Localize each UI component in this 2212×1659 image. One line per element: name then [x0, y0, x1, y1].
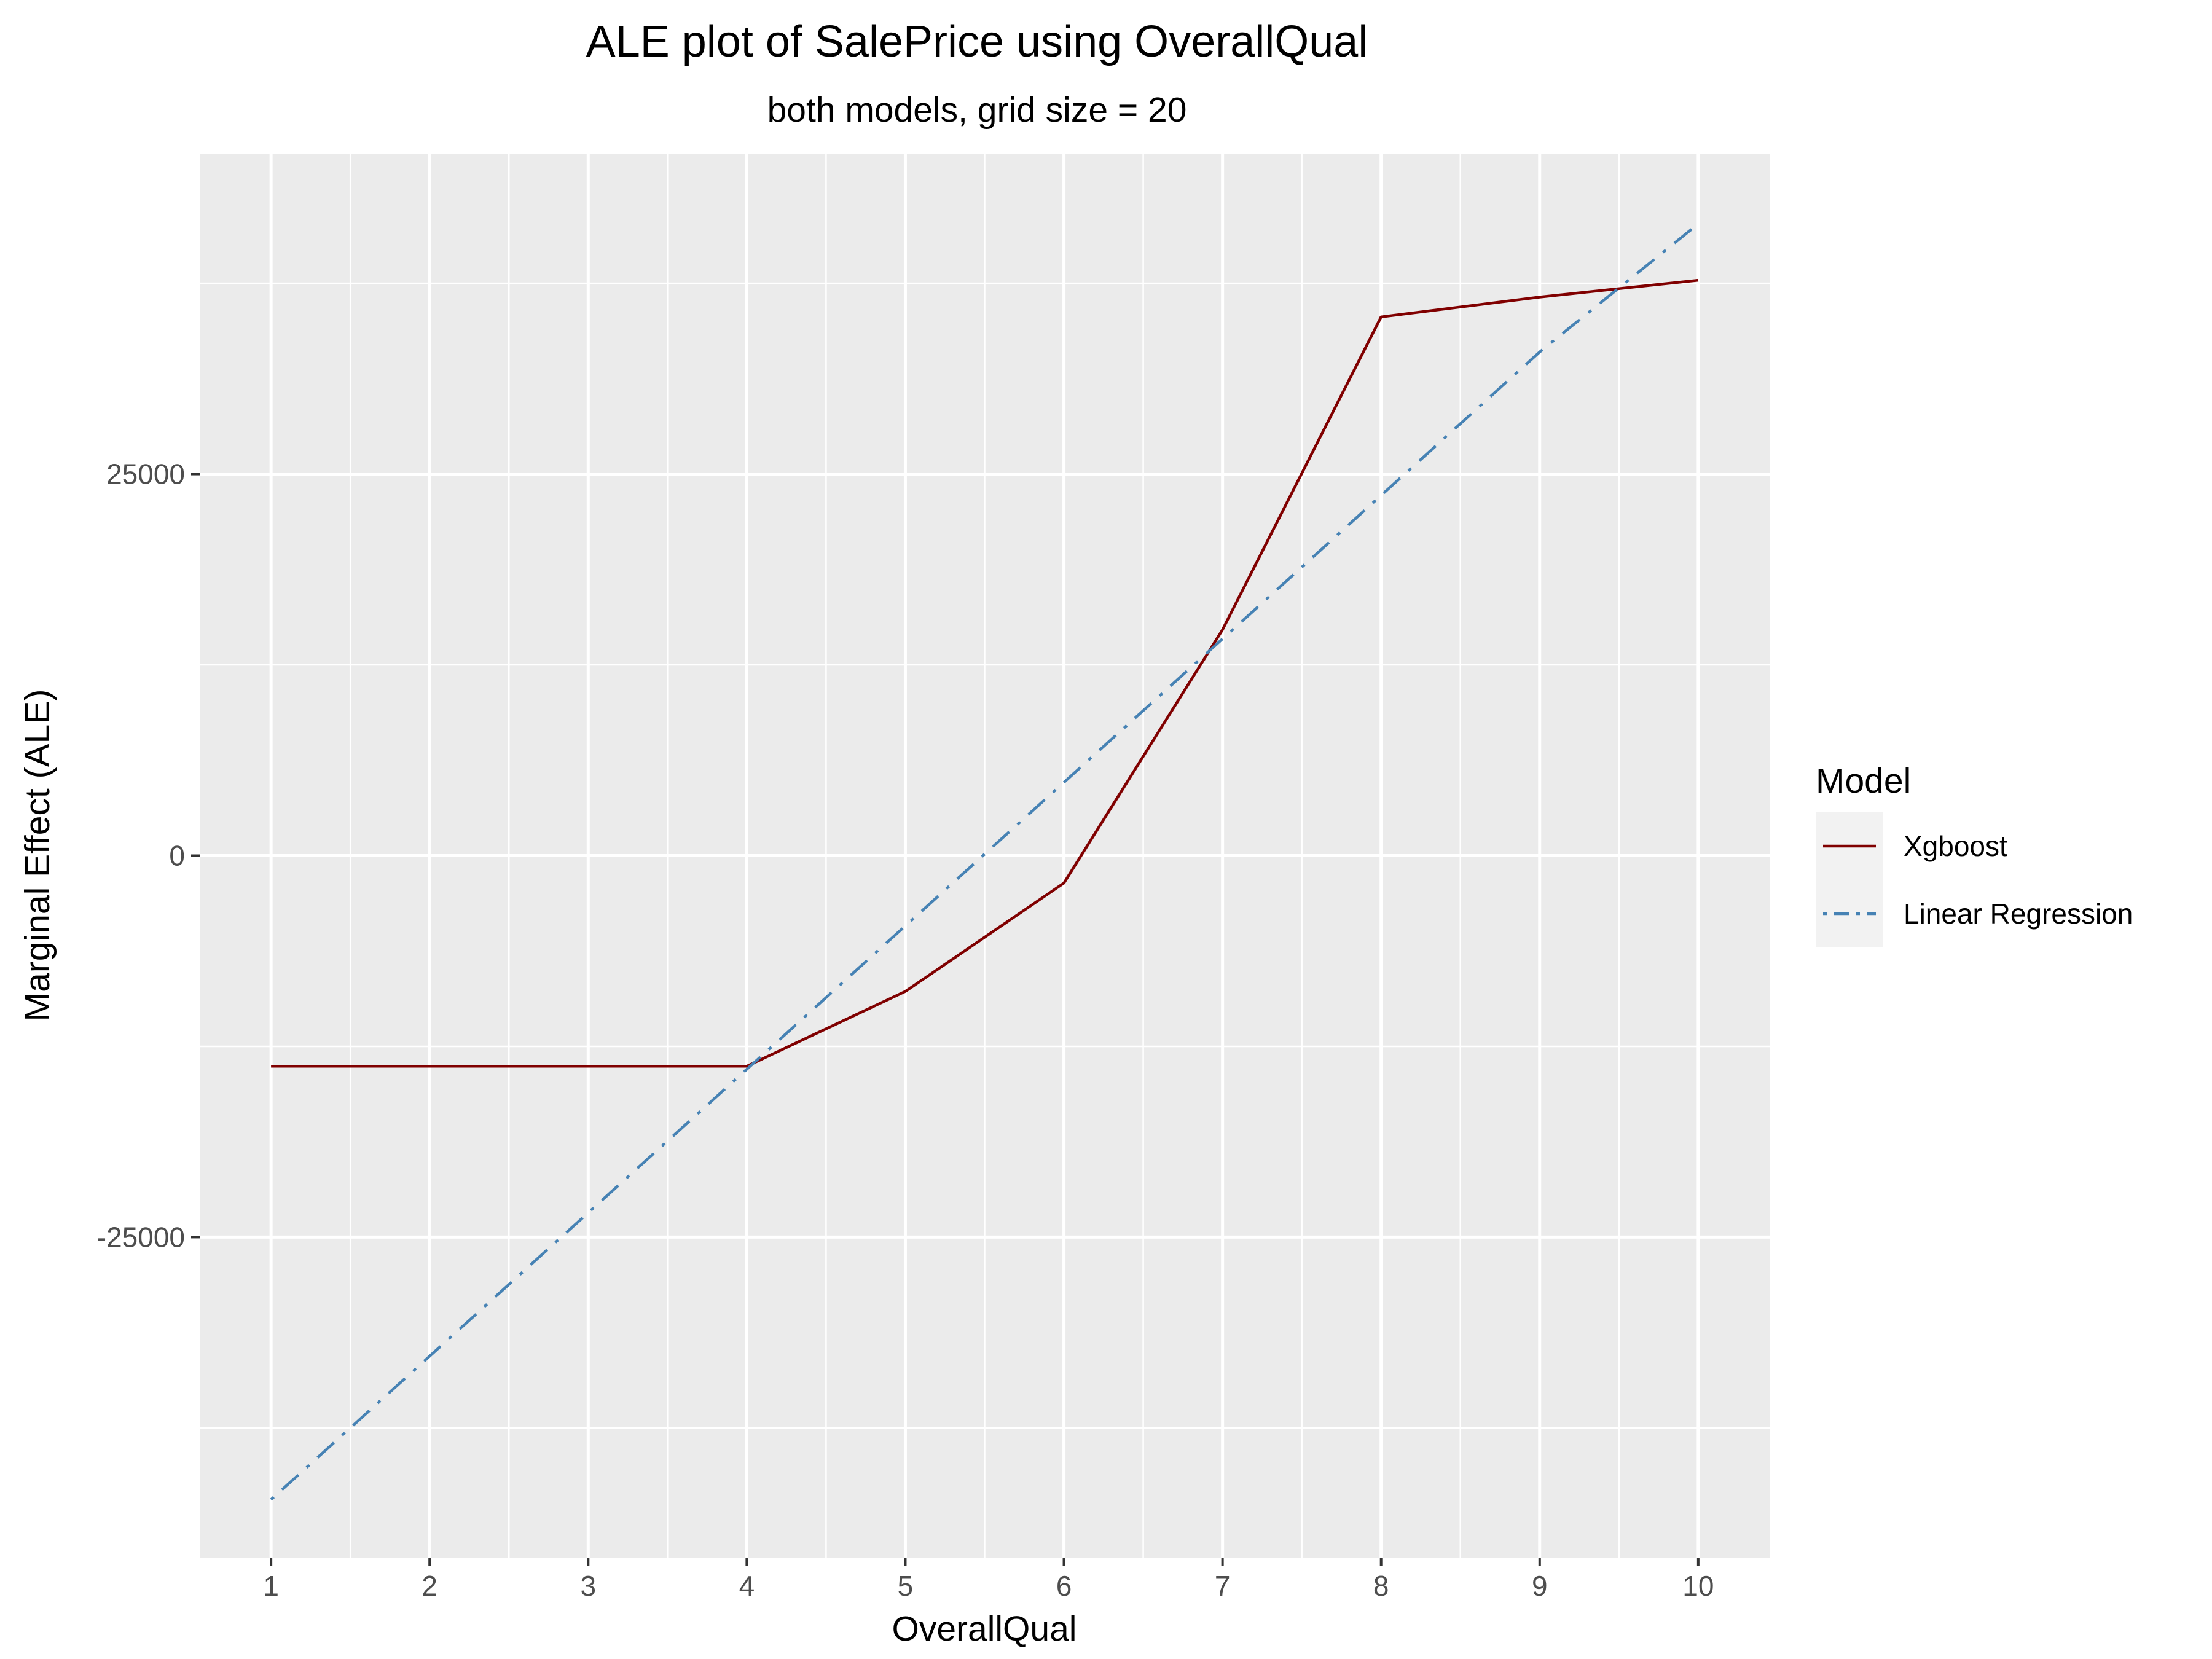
y-tick-label: 25000: [106, 458, 185, 490]
x-tick-label: 7: [1215, 1570, 1231, 1602]
x-axis: 1 2 3 4 5 6 7 8 9 10: [263, 1558, 1714, 1602]
chart-subtitle: both models, grid size = 20: [767, 90, 1187, 130]
series-line-0: [271, 278, 1699, 1068]
x-tick-label: 1: [263, 1570, 279, 1602]
x-tick-label: 9: [1532, 1570, 1548, 1602]
grid-major: [200, 154, 1770, 1558]
y-tick-label: 0: [169, 840, 185, 872]
x-tick-label: 3: [581, 1570, 597, 1602]
x-tick-label: 2: [422, 1570, 437, 1602]
series-lines: [270, 222, 1700, 1501]
legend-items: Xgboost Linear Regression: [1823, 830, 2133, 930]
x-tick-label: 10: [1682, 1570, 1714, 1602]
legend-label-1: Linear Regression: [1904, 898, 2133, 930]
legend-key-background: [1816, 812, 1883, 947]
legend: Model Xgboost Linear Regression: [1816, 761, 2133, 947]
y-tick-label: -25000: [97, 1221, 185, 1253]
x-tick-label: 5: [898, 1570, 914, 1602]
legend-label-0: Xgboost: [1904, 830, 2007, 862]
x-tick-label: 8: [1373, 1570, 1389, 1602]
y-axis-title: Marginal Effect (ALE): [18, 689, 57, 1022]
y-axis: -25000 0 25000: [97, 458, 200, 1253]
series-line-1: [270, 222, 1700, 1501]
x-tick-label: 6: [1056, 1570, 1072, 1602]
x-axis-title: OverallQual: [892, 1609, 1077, 1649]
legend-title: Model: [1816, 761, 1911, 801]
chart-title: ALE plot of SalePrice using OverallQual: [586, 17, 1368, 66]
x-tick-label: 4: [739, 1570, 755, 1602]
